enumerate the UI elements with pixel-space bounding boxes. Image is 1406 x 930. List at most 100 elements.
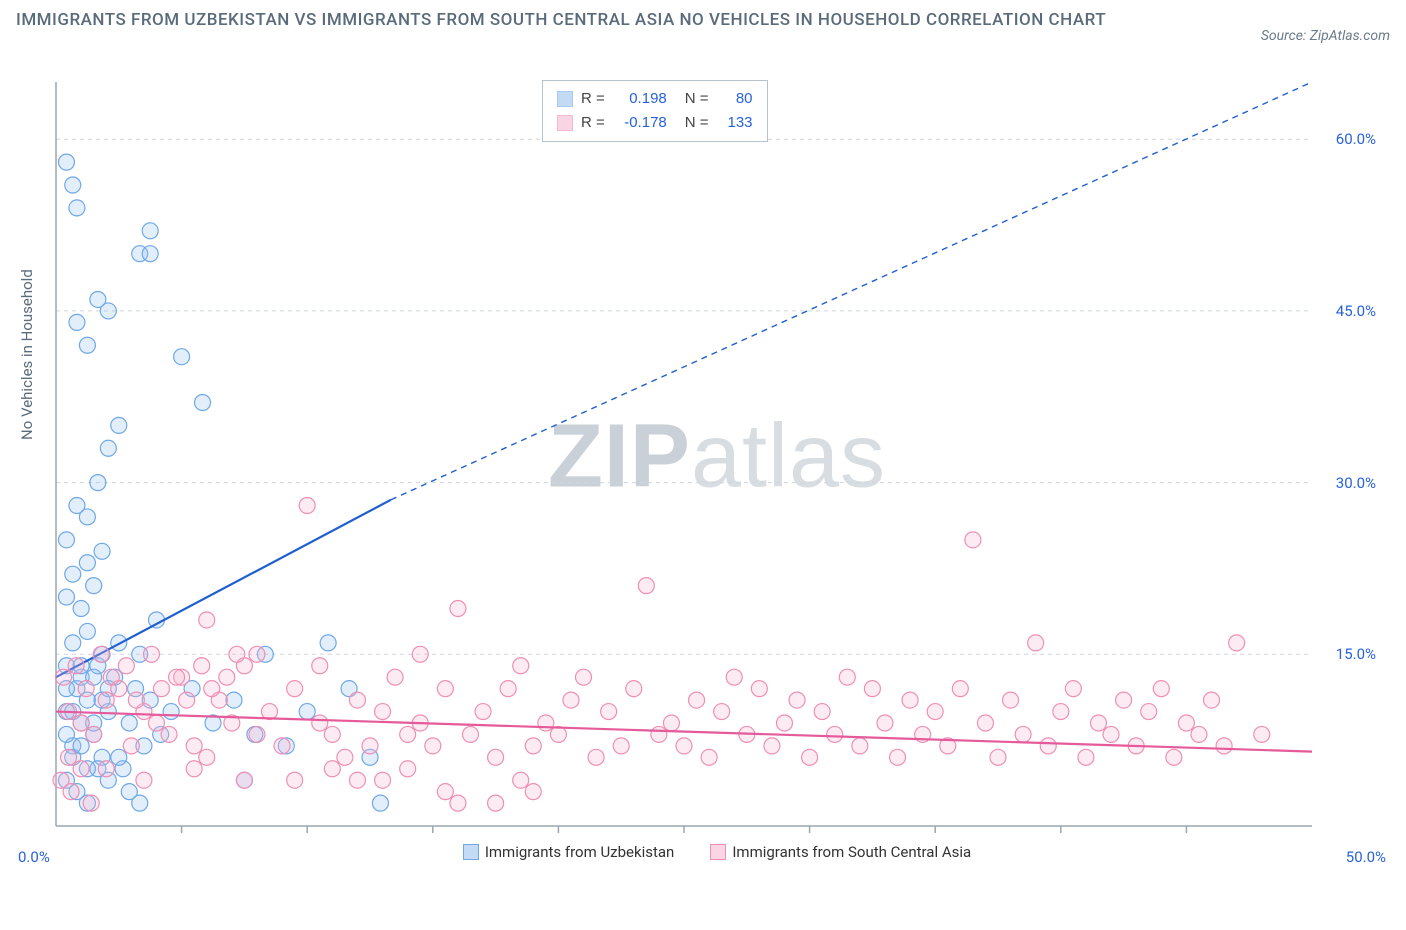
data-point xyxy=(588,749,604,765)
data-point xyxy=(563,692,579,708)
data-point xyxy=(320,635,336,651)
data-point xyxy=(179,692,195,708)
data-point xyxy=(1040,738,1056,754)
data-point xyxy=(375,704,391,720)
data-point xyxy=(98,761,114,777)
data-point xyxy=(400,761,416,777)
data-point xyxy=(437,681,453,697)
data-point xyxy=(86,726,102,742)
legend-swatch xyxy=(710,844,726,860)
data-point xyxy=(802,749,818,765)
data-point xyxy=(425,738,441,754)
data-point xyxy=(789,692,805,708)
y-axis-label: No Vehicles in Household xyxy=(18,269,36,440)
data-point xyxy=(890,749,906,765)
data-point xyxy=(1178,715,1194,731)
r-value: -0.178 xyxy=(613,111,667,135)
data-point xyxy=(287,772,303,788)
data-point xyxy=(100,303,116,319)
data-point xyxy=(58,532,74,548)
data-point xyxy=(312,658,328,674)
data-point xyxy=(864,681,880,697)
data-point xyxy=(79,337,95,353)
data-point xyxy=(576,669,592,685)
data-point xyxy=(1204,692,1220,708)
data-point xyxy=(123,738,139,754)
legend-item: Immigrants from Uzbekistan xyxy=(463,843,675,861)
data-point xyxy=(79,623,95,639)
data-point xyxy=(312,715,328,731)
y-tick-label: 60.0% xyxy=(1336,130,1376,148)
legend-label: Immigrants from Uzbekistan xyxy=(485,843,675,861)
scatter-plot xyxy=(52,78,1382,868)
r-value: 0.198 xyxy=(613,87,667,111)
data-point xyxy=(814,704,830,720)
data-point xyxy=(601,704,617,720)
data-point xyxy=(100,440,116,456)
data-point xyxy=(462,726,478,742)
data-point xyxy=(1090,715,1106,731)
data-point xyxy=(852,738,868,754)
data-point xyxy=(500,681,516,697)
data-point xyxy=(400,726,416,742)
data-point xyxy=(538,715,554,731)
data-point xyxy=(977,715,993,731)
data-point xyxy=(689,692,705,708)
data-point xyxy=(1003,692,1019,708)
n-value: 80 xyxy=(717,87,753,111)
data-point xyxy=(651,726,667,742)
data-point xyxy=(839,669,855,685)
data-point xyxy=(349,772,365,788)
y-tick-label: 30.0% xyxy=(1336,474,1376,492)
legend-item: Immigrants from South Central Asia xyxy=(710,843,971,861)
data-point xyxy=(111,749,127,765)
data-point xyxy=(1028,635,1044,651)
data-point xyxy=(299,704,315,720)
data-point xyxy=(1078,749,1094,765)
data-point xyxy=(154,681,170,697)
data-point xyxy=(79,509,95,525)
data-point xyxy=(324,726,340,742)
data-point xyxy=(1216,738,1232,754)
data-point xyxy=(613,738,629,754)
data-point xyxy=(219,669,235,685)
data-point xyxy=(1053,704,1069,720)
data-point xyxy=(965,532,981,548)
trend-line-dash-uz xyxy=(391,82,1312,500)
data-point xyxy=(65,566,81,582)
data-point xyxy=(121,715,137,731)
data-point xyxy=(73,761,89,777)
data-point xyxy=(86,578,102,594)
data-point xyxy=(1141,704,1157,720)
data-point xyxy=(73,715,89,731)
data-point xyxy=(877,715,893,731)
data-point xyxy=(199,749,215,765)
stats-legend-box: R =0.198N =80R =-0.178N =133 xyxy=(542,80,768,142)
data-point xyxy=(90,475,106,491)
data-point xyxy=(349,692,365,708)
data-point xyxy=(638,578,654,594)
data-point xyxy=(412,646,428,662)
data-point xyxy=(161,726,177,742)
data-point xyxy=(163,704,179,720)
data-point xyxy=(337,749,353,765)
data-point xyxy=(287,681,303,697)
data-point xyxy=(148,715,164,731)
data-point xyxy=(324,761,340,777)
data-point xyxy=(69,200,85,216)
data-point xyxy=(132,795,148,811)
data-point xyxy=(79,555,95,571)
data-point xyxy=(103,669,119,685)
data-point xyxy=(726,669,742,685)
data-point xyxy=(1103,726,1119,742)
data-point xyxy=(927,704,943,720)
data-point xyxy=(56,669,72,685)
data-point xyxy=(1191,726,1207,742)
data-point xyxy=(375,772,391,788)
data-point xyxy=(118,658,134,674)
series-legend: Immigrants from Uzbekistan Immigrants fro… xyxy=(52,843,1382,864)
y-tick-label: 15.0% xyxy=(1336,645,1376,663)
legend-swatch xyxy=(557,91,573,107)
data-point xyxy=(195,394,211,410)
data-point xyxy=(990,749,1006,765)
